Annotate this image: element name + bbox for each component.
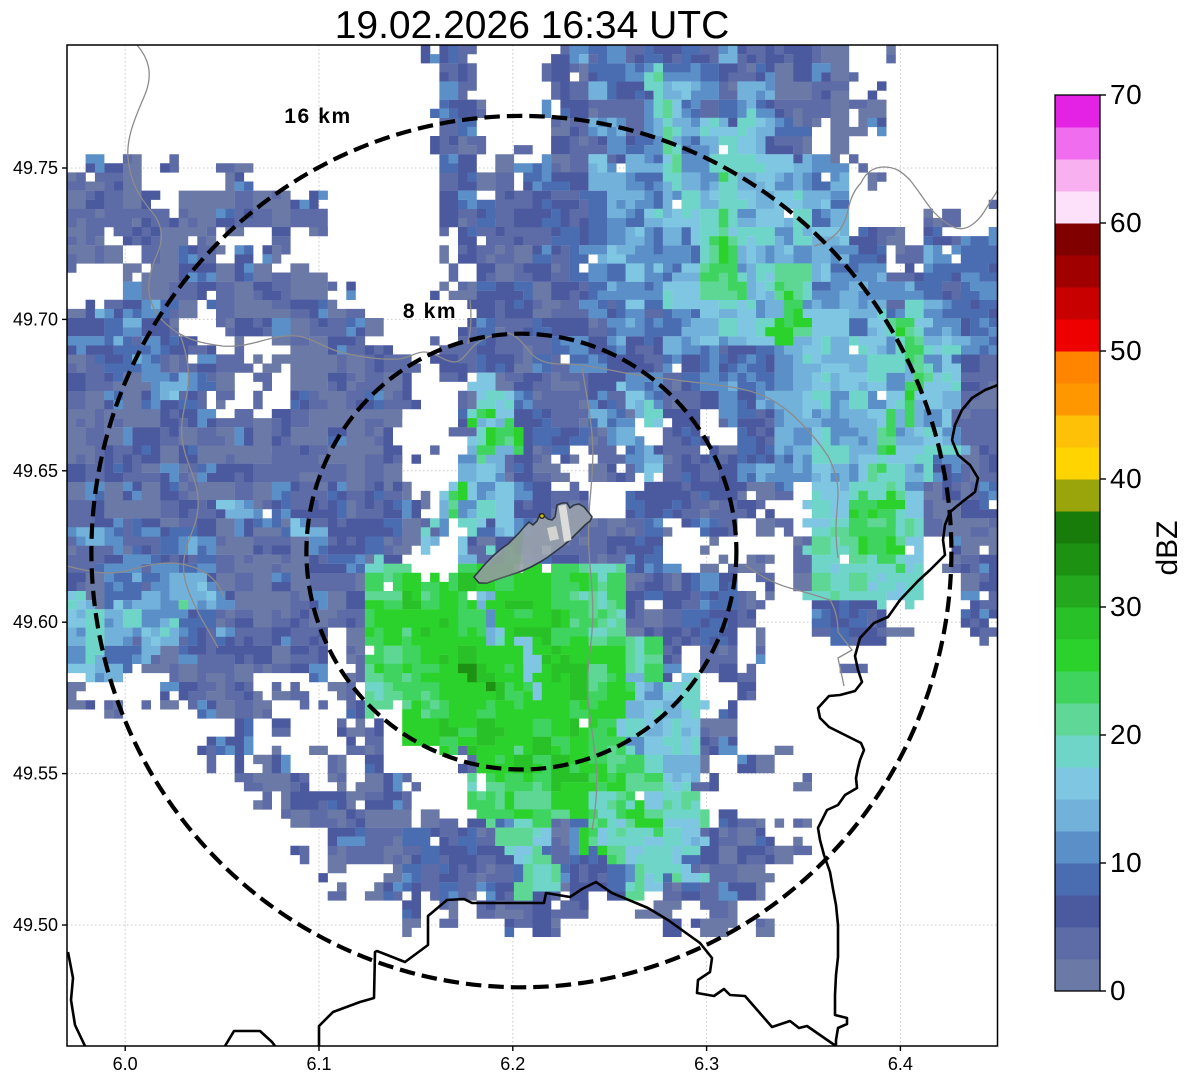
svg-text:70: 70 <box>1110 79 1142 110</box>
svg-text:19.02.2026 16:34 UTC: 19.02.2026 16:34 UTC <box>335 4 730 47</box>
svg-text:20: 20 <box>1110 719 1142 750</box>
svg-text:60: 60 <box>1110 207 1142 238</box>
svg-text:6.0: 6.0 <box>113 1054 138 1074</box>
svg-text:49.65: 49.65 <box>13 461 58 481</box>
svg-text:6.2: 6.2 <box>500 1054 525 1074</box>
svg-text:49.50: 49.50 <box>13 915 58 935</box>
svg-text:6.4: 6.4 <box>888 1054 913 1074</box>
svg-text:16 km: 16 km <box>284 105 352 128</box>
svg-text:8 km: 8 km <box>403 300 457 323</box>
svg-text:0: 0 <box>1110 975 1126 1006</box>
svg-text:40: 40 <box>1110 463 1142 494</box>
svg-text:6.1: 6.1 <box>306 1054 331 1074</box>
svg-text:49.55: 49.55 <box>13 764 58 784</box>
svg-text:6.3: 6.3 <box>694 1054 719 1074</box>
svg-text:49.60: 49.60 <box>13 612 58 632</box>
svg-text:30: 30 <box>1110 591 1142 622</box>
svg-text:50: 50 <box>1110 335 1142 366</box>
svg-text:49.70: 49.70 <box>13 309 58 329</box>
svg-text:10: 10 <box>1110 847 1142 878</box>
svg-text:49.75: 49.75 <box>13 158 58 178</box>
svg-text:dBZ: dBZ <box>1151 520 1184 575</box>
